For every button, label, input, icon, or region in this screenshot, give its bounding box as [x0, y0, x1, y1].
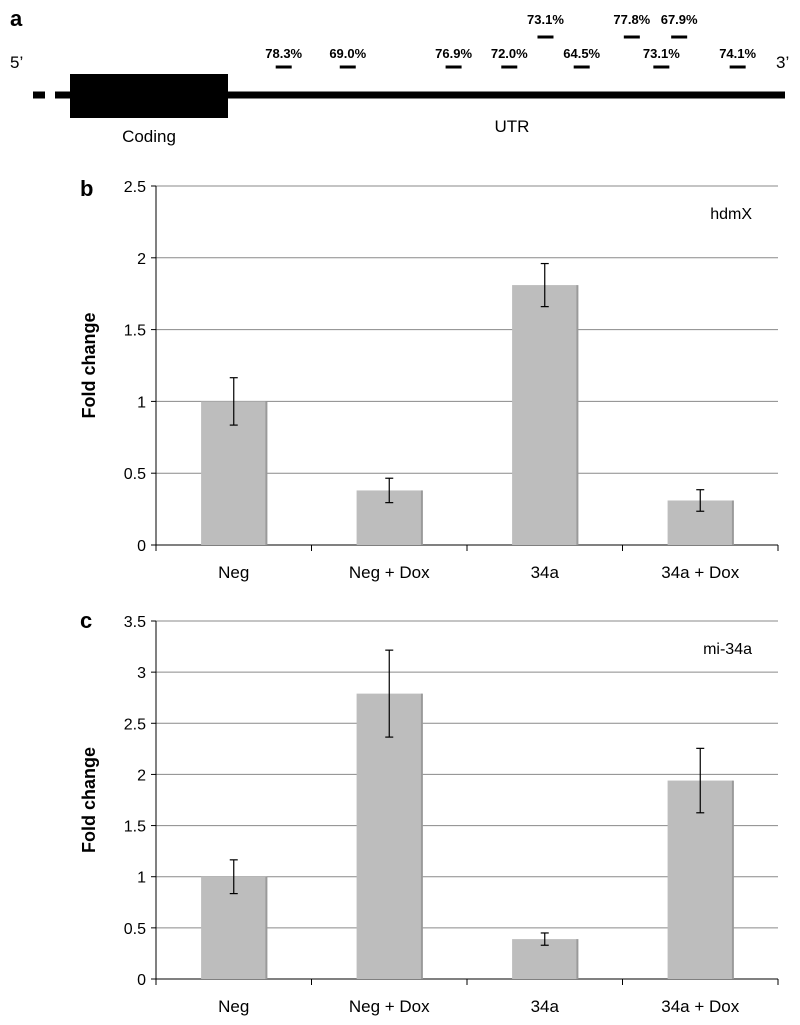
y-tick-label: 2.5	[124, 716, 146, 733]
y-tick-label: 1	[137, 870, 146, 887]
chart-panel-c: c 0 0.5 1 1.5 2 2.5 3 3.5 Neg Neg + Dox 34a 34a + D…	[79, 608, 779, 1016]
binding-site-label: 73.1%	[643, 46, 680, 61]
panel-c-letter: c	[80, 608, 92, 633]
x-category-label: 34a + Dox	[661, 563, 739, 582]
y-tick-label: 0	[137, 538, 146, 555]
y-axis-label: Fold change	[79, 747, 99, 853]
panel-b-letter: b	[80, 176, 93, 201]
three-prime-label: 3’	[776, 53, 789, 72]
panel-a-letter: a	[10, 6, 23, 31]
y-tick-label: 0.5	[124, 466, 146, 483]
binding-site-label: 77.8%	[613, 12, 650, 27]
x-category-label: Neg + Dox	[349, 997, 430, 1016]
chart-inset-label: hdmX	[710, 206, 752, 223]
binding-site-label: 69.0%	[329, 46, 366, 61]
y-tick-label: 1	[137, 394, 146, 411]
y-axis-label: Fold change	[79, 312, 99, 418]
bar	[512, 285, 578, 545]
binding-site-label: 72.0%	[491, 46, 528, 61]
coding-region-box	[70, 74, 228, 118]
x-category-label: Neg + Dox	[349, 563, 430, 582]
binding-site-label: 76.9%	[435, 46, 472, 61]
y-tick-label: 2.5	[124, 179, 146, 196]
utr-label: UTR	[495, 117, 530, 136]
binding-sites: 78.3% 69.0% 76.9% 72.0% 73.1% 64.5% 77.8% 73.1%…	[265, 12, 757, 69]
y-tick-label: 3	[137, 665, 146, 682]
coding-label: Coding	[122, 127, 176, 146]
chart-panel-b: b 0 0.5 1 1.5 2 2.5 Neg Neg + Dox 34a 34a + Dox hd…	[79, 176, 779, 582]
y-tick-label: 2	[137, 251, 146, 268]
panel-a-schematic: a 5’ 3’ Coding UTR 78.3% 69.0% 76.9% 72.0%7…	[10, 6, 789, 146]
binding-site-label: 73.1%	[527, 12, 564, 27]
bar	[667, 780, 733, 979]
x-category-label: 34a	[531, 997, 560, 1016]
binding-site-label: 64.5%	[563, 46, 600, 61]
y-tick-label: 1.5	[124, 323, 146, 340]
binding-site-label: 78.3%	[265, 46, 302, 61]
bar	[356, 693, 422, 979]
x-category-label: Neg	[218, 997, 249, 1016]
five-prime-label: 5’	[10, 53, 23, 72]
binding-site-label: 74.1%	[719, 46, 756, 61]
chart-inset-label: mi-34a	[703, 641, 752, 658]
y-tick-label: 0.5	[124, 921, 146, 938]
y-tick-label: 0	[137, 972, 146, 989]
y-tick-label: 2	[137, 767, 146, 784]
x-category-label: 34a + Dox	[661, 997, 739, 1016]
y-tick-label: 3.5	[124, 614, 146, 631]
binding-site-label: 67.9%	[661, 12, 698, 27]
y-tick-label: 1.5	[124, 819, 146, 836]
x-category-label: 34a	[531, 563, 560, 582]
x-category-label: Neg	[218, 563, 249, 582]
